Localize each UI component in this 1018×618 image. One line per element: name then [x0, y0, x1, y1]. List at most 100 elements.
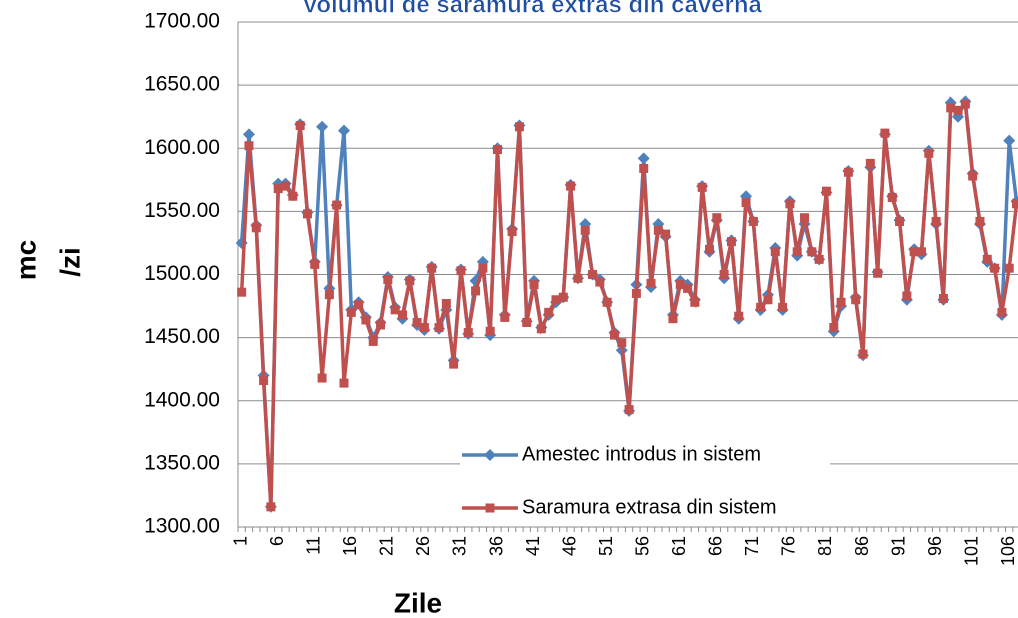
data-point [346, 307, 356, 317]
y-tick-label: 1400.00 [144, 388, 220, 411]
y-tick-label: 1650.00 [144, 73, 220, 96]
legend-label: Amestec introdus in sistem [522, 443, 761, 465]
data-point [522, 317, 532, 327]
data-point [339, 378, 349, 388]
data-point [310, 259, 320, 269]
data-point [244, 141, 254, 151]
data-point [858, 349, 868, 359]
data-point [968, 171, 978, 181]
data-point [895, 216, 905, 226]
x-tick-label: 76 [779, 536, 799, 556]
data-point [544, 307, 554, 317]
data-point [324, 290, 334, 300]
data-point [529, 280, 539, 290]
x-tick-label: 71 [742, 536, 762, 556]
data-point [851, 295, 861, 305]
data-point [573, 273, 583, 283]
data-point [887, 192, 897, 202]
data-point [800, 213, 810, 223]
data-point [792, 247, 802, 257]
data-point [975, 216, 985, 226]
data-point [946, 103, 956, 113]
x-tick-label: 66 [706, 536, 726, 556]
data-point [449, 359, 459, 369]
data-point [938, 293, 948, 303]
data-point [770, 247, 780, 257]
data-point [434, 323, 444, 333]
data-point [909, 247, 919, 257]
data-point [485, 326, 495, 336]
data-point [332, 200, 342, 210]
data-point [463, 328, 473, 338]
data-point [734, 311, 744, 321]
data-point [361, 315, 371, 325]
data-point [683, 283, 693, 293]
data-point [748, 216, 758, 226]
x-tick-label: 101 [961, 536, 981, 566]
data-point [595, 277, 605, 287]
series [237, 99, 1018, 512]
data-point [588, 270, 598, 279]
data-point [960, 99, 970, 109]
x-tick-label: 46 [559, 536, 579, 556]
data-point [337, 124, 350, 137]
data-point [383, 275, 393, 285]
data-point [617, 338, 627, 348]
data-point [484, 449, 496, 461]
data-point [514, 122, 524, 132]
data-point [602, 297, 612, 307]
data-point [661, 229, 671, 239]
data-point [471, 286, 481, 296]
data-point [478, 263, 488, 273]
y-axis-label: /zi [54, 247, 85, 277]
data-point [675, 280, 685, 290]
data-point [880, 128, 890, 138]
x-tick-label: 51 [596, 536, 616, 556]
x-tick-label: 6 [267, 536, 287, 546]
data-point [916, 247, 926, 257]
data-point [741, 198, 751, 208]
x-tick-label: 81 [815, 536, 835, 556]
x-tick-label: 91 [888, 536, 908, 556]
data-point [624, 405, 634, 415]
data-point [317, 373, 327, 383]
data-point [580, 225, 590, 235]
x-tick-label: 26 [413, 536, 433, 556]
y-tick-label: 1300.00 [144, 515, 220, 538]
x-tick-label: 36 [486, 536, 506, 556]
data-point [785, 199, 795, 209]
x-tick-label: 106 [998, 536, 1018, 566]
data-point [690, 297, 700, 307]
data-point [441, 299, 451, 309]
legend-box [460, 441, 830, 469]
data-point [281, 181, 291, 191]
data-point [368, 336, 378, 346]
y-tick-label: 1450.00 [144, 325, 220, 348]
data-point [354, 300, 364, 310]
data-point [412, 317, 422, 327]
x-tick-label: 1 [230, 536, 250, 546]
data-point [485, 503, 495, 513]
data-point [551, 295, 561, 305]
x-tick-label: 56 [632, 536, 652, 556]
data-point [639, 163, 649, 173]
data-point [566, 181, 576, 191]
data-point [829, 323, 839, 333]
data-point [653, 225, 663, 235]
data-point [836, 297, 846, 307]
data-point [821, 186, 831, 196]
data-point [405, 276, 415, 286]
data-point [931, 216, 941, 226]
data-point [902, 291, 912, 301]
data-point [697, 182, 707, 192]
x-tick-label: 41 [523, 536, 543, 556]
data-point [704, 244, 714, 254]
y-tick-label: 1350.00 [144, 451, 220, 474]
data-point [259, 376, 269, 386]
chart-title: Volumul de saramura extras din caverna [302, 0, 762, 18]
data-point [873, 268, 883, 278]
x-tick-label: 86 [852, 536, 872, 556]
data-point [397, 310, 407, 320]
data-point [668, 314, 678, 324]
